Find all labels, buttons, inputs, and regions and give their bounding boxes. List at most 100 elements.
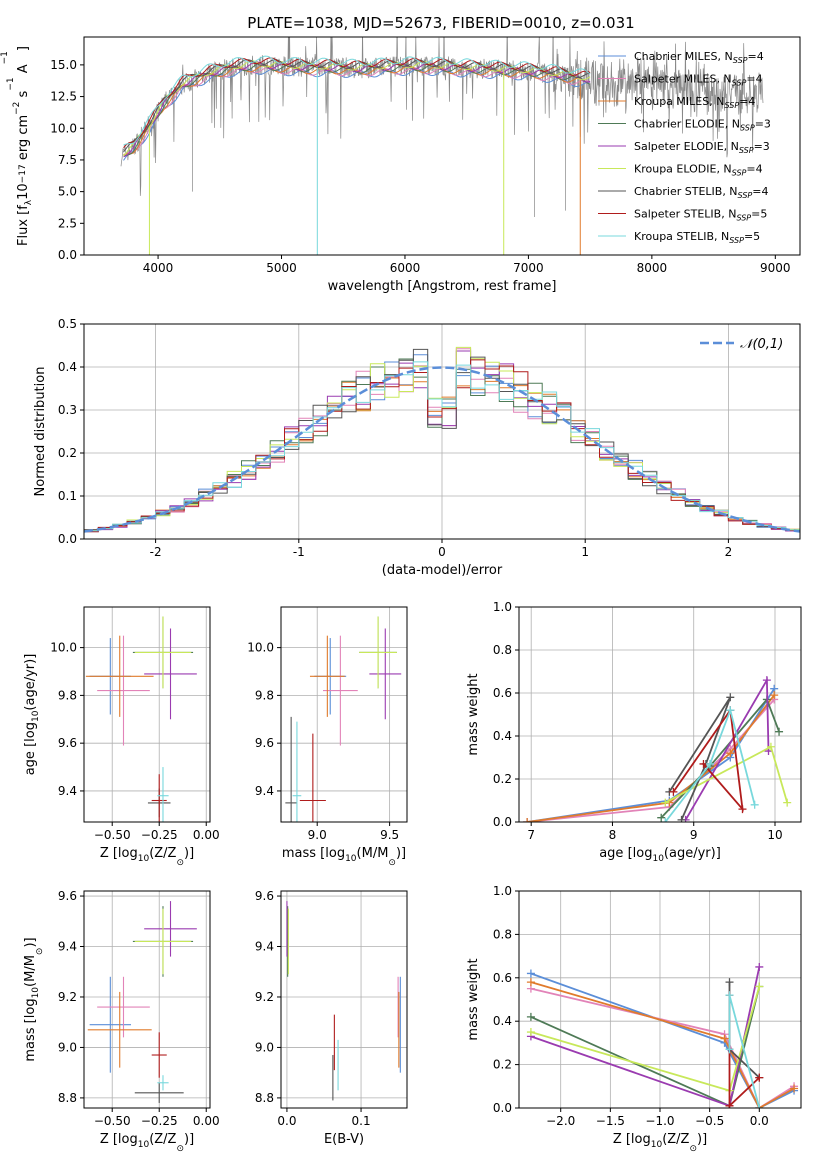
legend-nssp-value: 4: [748, 95, 755, 108]
errorbar-salpeter-miles: [97, 976, 150, 1038]
legend-nssp-value: 3: [764, 118, 771, 131]
errorbar-salpeter-miles: [323, 635, 358, 746]
y-axis-label: mass [log10(M/M⊙)]: [23, 937, 45, 1061]
x-tick-label: 1: [581, 545, 589, 559]
y-tick-label: 0.2: [493, 772, 512, 786]
weight-marker: [526, 969, 535, 978]
legend-nssp-eq: =: [754, 140, 763, 153]
legend-nssp-prefix: , N: [721, 208, 736, 221]
weight-marker: [661, 798, 670, 807]
weight-marker: [669, 787, 678, 796]
errorbar-kroupa-stelib: [157, 767, 169, 822]
age-vs-metallicity-panel: −0.50 −0.25 0.009.49.69.810.0Z [log10(Z/Z⊙…: [23, 606, 220, 868]
weight-marker: [738, 805, 747, 814]
label-part: )]: [396, 846, 406, 861]
axes-frame: [83, 36, 801, 256]
label-part: −2: [12, 102, 22, 115]
weight-vs-metallicity-panel: −2.0 −1.5 −1.0 −0.5 0.0 0.0 0.2 0.4 0.6 0.8 1.0 Z […: [466, 884, 802, 1154]
x-axis-label: mass [log10(M/M⊙)]: [282, 846, 406, 868]
y-axis-label: age [log10(age/yr)]: [23, 654, 41, 776]
x-tick-label: 8000: [637, 261, 668, 275]
y-tick-label: 0.4: [58, 360, 77, 374]
axes-frame: [280, 890, 408, 1109]
legend-nssp-prefix: , N: [716, 73, 731, 86]
weight-series-kroupa-stelib: [725, 991, 764, 1108]
x-tick-label: -1: [293, 545, 305, 559]
legend-model-name: Kroupa STELIB: [634, 230, 714, 243]
axes-frame: [280, 606, 408, 823]
x-tick-label: 9000: [760, 261, 791, 275]
legend-nssp-prefix: , N: [724, 140, 739, 153]
errorbar-chabrier-miles: [89, 976, 132, 1073]
errorbar-kroupa-elodie: [134, 908, 192, 975]
weight-marker: [725, 978, 734, 987]
x-tick-label: −1.5: [596, 1114, 625, 1128]
weight-series-kroupa-miles: [526, 978, 799, 1108]
model-spectrum-kroupa-elodie: [123, 60, 591, 255]
errorbar-kroupa-miles: [309, 635, 345, 717]
model-spectrum-chabrier-elodie: [123, 62, 591, 156]
legend-nssp-sub: SSP: [739, 146, 754, 155]
x-tick-label: 0.0: [750, 1114, 769, 1128]
legend-entry-kroupa-miles: Kroupa MILES, NSSP=4: [634, 95, 755, 110]
y-axis-label: mass weight: [466, 673, 481, 755]
weight-marker: [526, 978, 535, 987]
weight-marker: [657, 813, 666, 822]
label-part: )]: [184, 846, 194, 861]
errorbar-salpeter-stelib: [299, 733, 326, 822]
errorbar-kroupa-miles: [87, 991, 152, 1068]
y-tick-label: 9.6: [255, 889, 274, 903]
y-tick-label: 9.8: [255, 688, 274, 702]
weight-marker: [775, 727, 784, 736]
x-tick-label: −0.50: [94, 1114, 131, 1128]
legend-nssp-value: 4: [761, 185, 768, 198]
weight-line: [668, 696, 732, 821]
y-tick-label: 9.4: [255, 784, 274, 798]
y-tick-label: 7.5: [58, 153, 77, 167]
x-tick-label: −0.50: [94, 828, 131, 842]
legend-nssp-eq: =: [747, 50, 756, 63]
y-tick-label: 5.0: [58, 185, 77, 199]
legend-nssp-prefix: , N: [709, 95, 724, 108]
x-axis-label: Z [log10(Z/Z⊙)]: [100, 846, 194, 868]
label-part: )]: [184, 1132, 194, 1147]
label-part: Z [log: [613, 1132, 651, 1147]
legend-model-name: Salpeter MILES: [634, 73, 716, 86]
y-tick-label: 0.2: [58, 446, 77, 460]
label-part: Z [log: [100, 1132, 138, 1147]
model-spectrum-kroupa-stelib: [123, 55, 591, 255]
y-tick-label: 9.4: [255, 940, 274, 954]
x-tick-label: −0.25: [141, 1114, 178, 1128]
errorbar-salpeter-stelib: [151, 774, 167, 822]
legend-nssp-sub: SSP: [732, 79, 747, 88]
label-part: )]: [697, 1132, 707, 1147]
observed-spectrum-line: [120, 37, 764, 217]
label-part: ⊙: [689, 1144, 697, 1154]
legend-nssp-sub: SSP: [724, 101, 739, 110]
plot-area: [120, 37, 764, 255]
y-tick-label: 9.6: [58, 736, 77, 750]
residual-histogram-salpeter-stelib: [84, 359, 800, 533]
weight-series-kroupa-elodie: [661, 742, 792, 807]
y-axis-label: mass weight: [466, 958, 481, 1040]
weight-series-salpeter-elodie: [681, 676, 773, 822]
y-tick-label: 9.0: [58, 1040, 77, 1054]
plot-area: [523, 676, 792, 822]
label-part: 10: [138, 1140, 150, 1150]
y-tick-label: 9.2: [58, 990, 77, 1004]
weight-series-kroupa-stelib: [661, 706, 759, 822]
axes-frame: [83, 606, 211, 823]
label-part: (Z/Z: [662, 1132, 689, 1147]
legend-nssp-value: 5: [760, 208, 767, 221]
legend-nssp-eq: =: [755, 118, 764, 131]
x-axis-label: (data-model)/error: [382, 563, 503, 578]
errorbar-chabrier-stelib: [285, 716, 297, 822]
x-tick-label: 10: [767, 828, 782, 842]
x-axis-label: age [log10(age/yr)]: [599, 846, 721, 864]
weight-marker: [523, 818, 532, 822]
label-part: 10: [31, 987, 41, 999]
label-part: (M/M: [357, 846, 389, 861]
label-part: age [log: [599, 846, 652, 861]
legend-nssp-value: 4: [756, 73, 763, 86]
